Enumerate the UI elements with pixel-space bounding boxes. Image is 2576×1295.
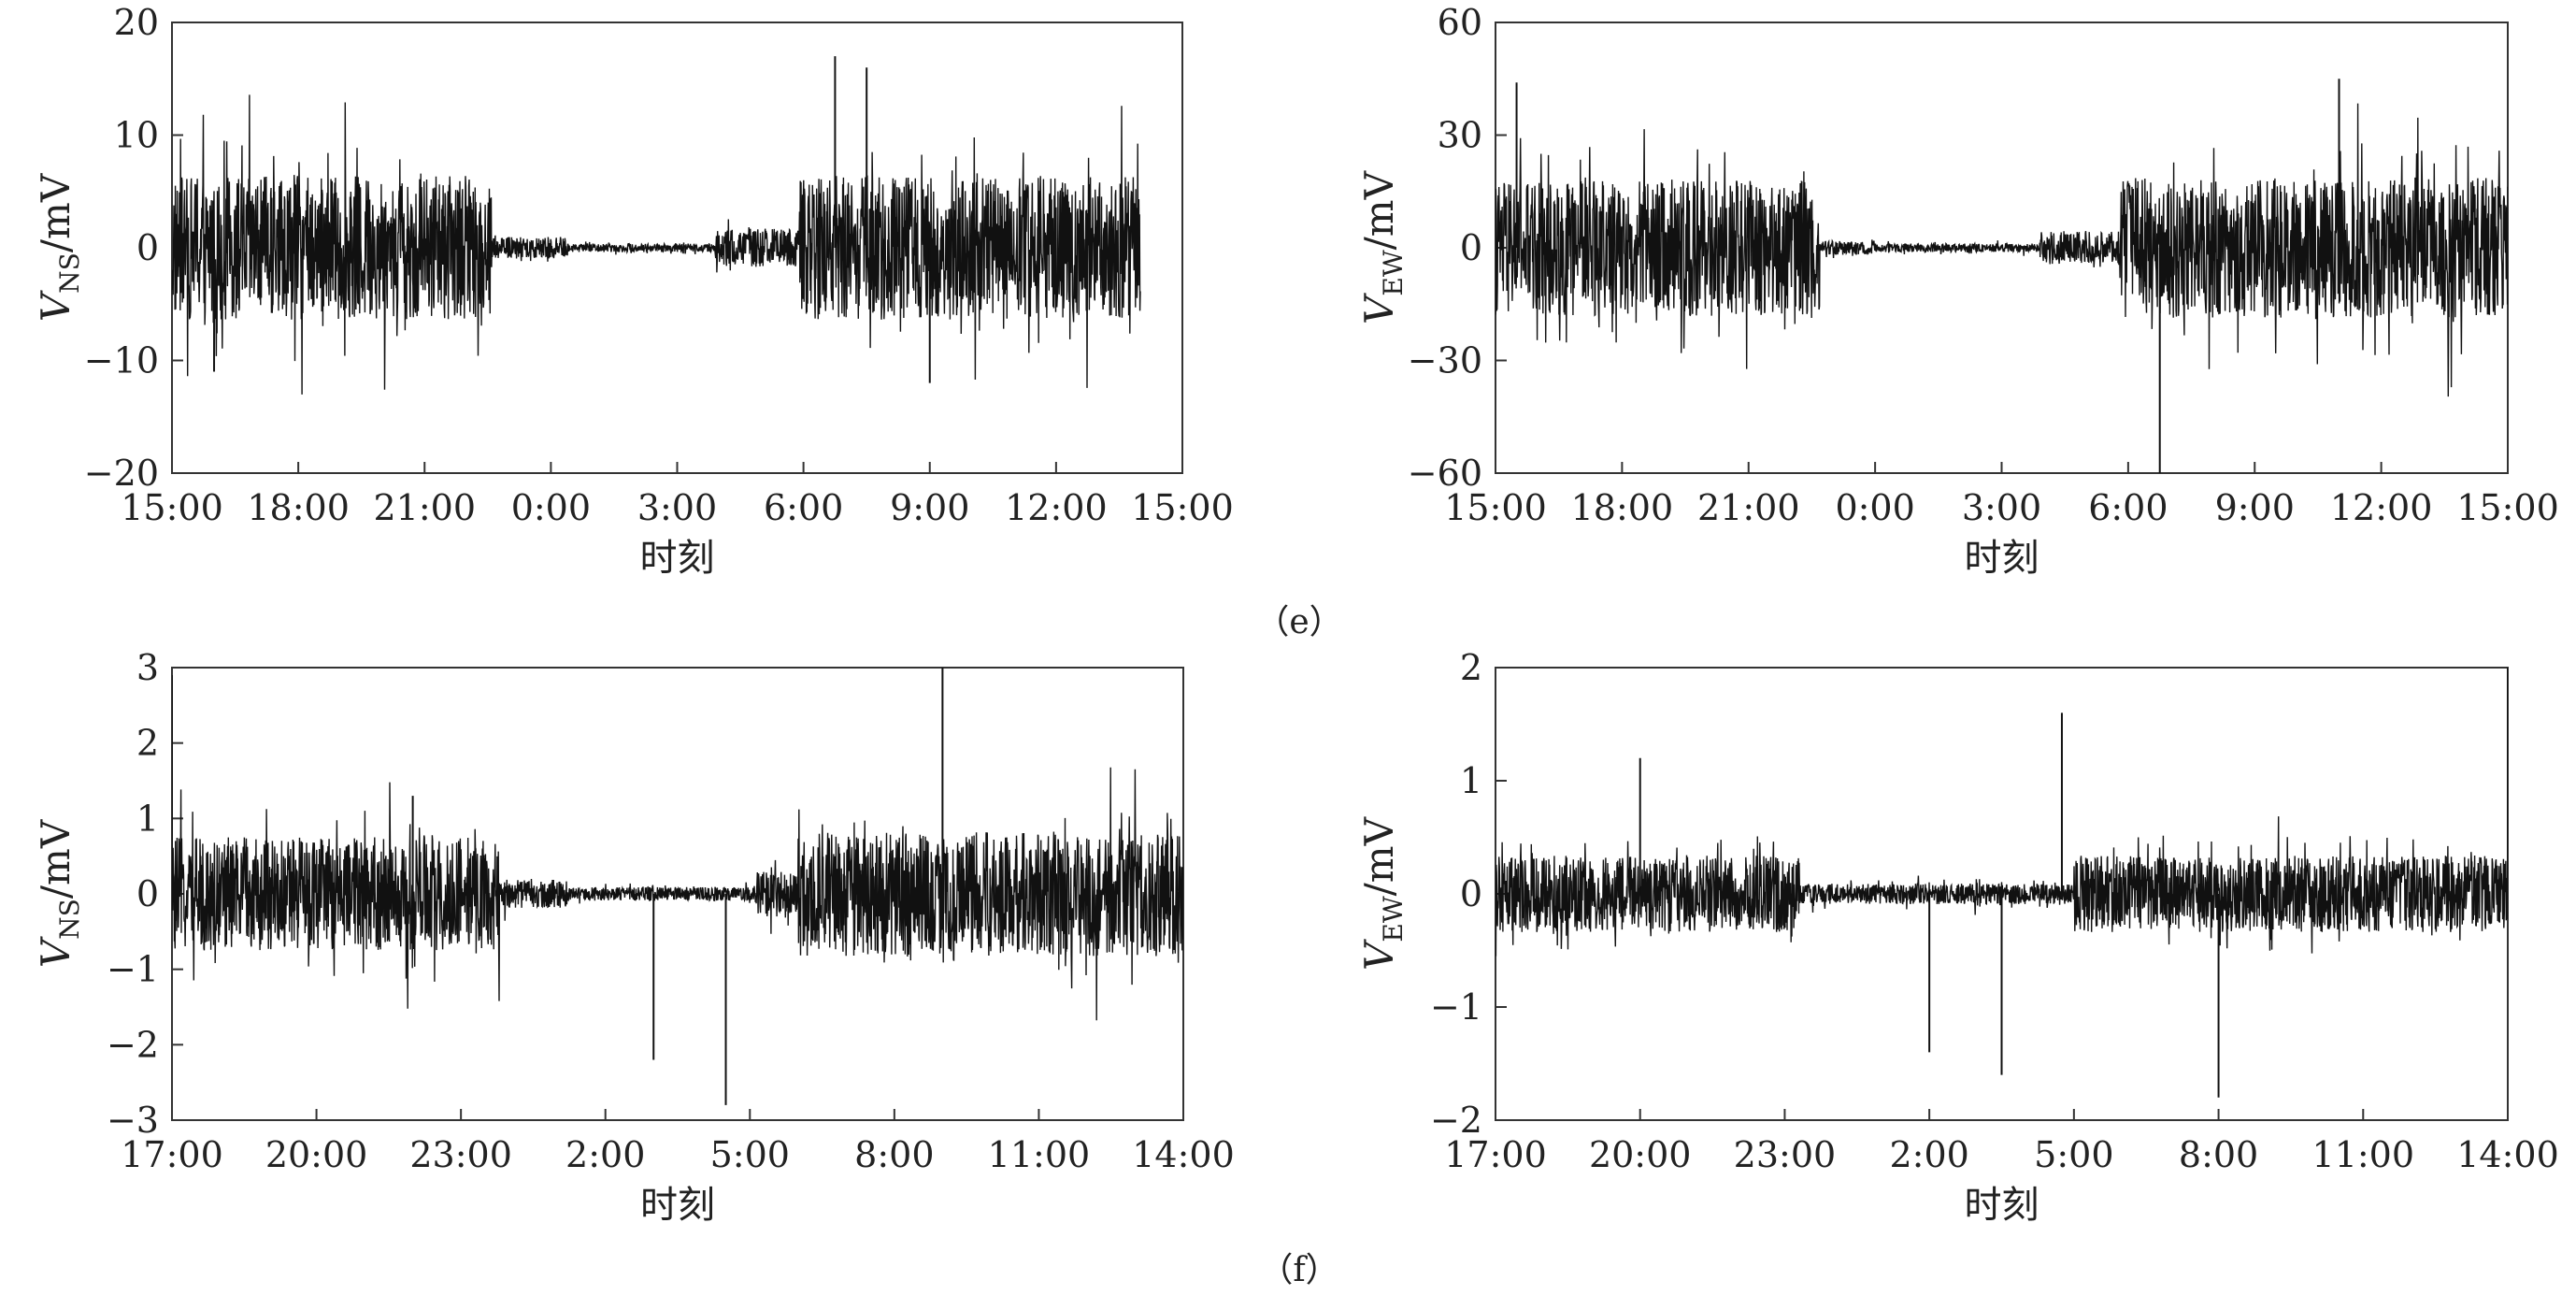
x-tick-label: 2:00 [1889,1134,1968,1175]
y-tick-label: −2 [1430,1100,1482,1141]
y-tick-label: 0 [136,227,159,268]
x-tick-label: 6:00 [764,487,843,528]
signal-trace [172,767,1183,1021]
chart-f-ew: 2 1 0 −1 −217:00 20:00 23:00 2:00 5:00 8:00 11:00 1… [1356,647,2559,1227]
x-tick-label: 20:00 [265,1134,368,1175]
signal-trace [1496,816,2508,957]
y-tick-label: 20 [114,2,159,43]
x-tick-label: 18:00 [1571,487,1674,528]
x-tick-label: 14:00 [2456,1134,2559,1175]
x-tick-label: 23:00 [409,1134,512,1175]
x-tick-label: 5:00 [2034,1134,2113,1175]
x-tick-label: 8:00 [2179,1134,2258,1175]
y-tick-label: −1 [107,949,159,990]
y-tick-label: 60 [1438,2,1482,43]
y-axis-label: VNS/mV [33,173,85,322]
y-axis-label: VEW/mV [1356,170,1409,324]
x-tick-label: 3:00 [637,487,717,528]
y-tick-label: −20 [84,453,159,494]
x-tick-label: 21:00 [1697,487,1800,528]
y-label-unit: /mV [33,819,79,899]
y-label-sub: NS [54,252,85,294]
x-tick-label: 8:00 [854,1134,934,1175]
y-label-sub: EW [1378,250,1409,295]
y-tick-label: −30 [1408,340,1482,381]
y-tick-label: 30 [1438,115,1482,156]
chart-f-ns: 3 2 1 0 −1 −2 −317:00 20:00 23:00 2:00 5:00 8:00 11:… [33,647,1235,1227]
x-tick-label: 9:00 [890,487,969,528]
x-tick-label: 15:00 [1444,487,1547,528]
y-label-unit: /mV [33,173,79,252]
y-label-var: V [1356,939,1402,971]
x-tick-label: 14:00 [1132,1134,1235,1175]
y-label-unit: /mV [1356,816,1402,896]
y-tick-label: −2 [107,1024,159,1065]
x-tick-label: 15:00 [1131,487,1234,528]
y-tick-label: −1 [1430,986,1482,1028]
x-tick-label: 2:00 [565,1134,645,1175]
x-axis-label: 时刻 [640,537,715,580]
x-tick-label: 23:00 [1734,1134,1837,1175]
x-axis-label: 时刻 [1965,1184,2039,1227]
x-tick-label: 0:00 [1835,487,1914,528]
x-tick-label: 17:00 [121,1134,223,1175]
y-label-sub: EW [1378,896,1409,942]
y-axis-label: VNS/mV [33,819,85,968]
y-label-var: V [1356,293,1402,324]
x-tick-label: 9:00 [2215,487,2295,528]
y-tick-label: 2 [136,723,159,764]
y-tick-label: −10 [84,340,159,381]
x-tick-label: 15:00 [121,487,223,528]
y-label-var: V [33,936,79,968]
x-tick-label: 0:00 [511,487,591,528]
x-tick-label: 15:00 [2456,487,2559,528]
x-tick-label: 6:00 [2088,487,2168,528]
y-tick-label: 2 [1460,647,1482,688]
x-tick-label: 5:00 [710,1134,790,1175]
signal-trace [1496,103,2508,397]
y-tick-label: −3 [107,1100,159,1141]
x-tick-label: 12:00 [2330,487,2433,528]
y-tick-label: 0 [136,873,159,914]
y-tick-label: 1 [1460,760,1482,801]
y-axis-label: VEW/mV [1356,816,1409,971]
y-tick-label: 1 [136,798,159,839]
y-label-unit: /mV [1356,170,1402,250]
x-tick-label: 12:00 [1005,487,1108,528]
y-tick-label: 10 [114,115,159,156]
x-axis-label: 时刻 [640,1184,715,1227]
y-tick-label: −60 [1408,453,1482,494]
x-tick-label: 17:00 [1444,1134,1547,1175]
y-label-var: V [33,290,79,322]
caption-e: （e） [1255,603,1342,641]
x-axis-label: 时刻 [1965,537,2039,580]
caption-f: （f） [1259,1251,1338,1289]
y-tick-label: 3 [136,647,159,688]
x-tick-label: 11:00 [2312,1134,2415,1175]
signal-trace [172,94,1141,395]
y-tick-label: 0 [1460,873,1482,914]
x-tick-label: 18:00 [247,487,350,528]
x-tick-label: 20:00 [1589,1134,1692,1175]
y-label-sub: NS [54,899,85,940]
x-tick-label: 21:00 [373,487,476,528]
x-tick-label: 3:00 [1962,487,2041,528]
x-tick-label: 11:00 [988,1134,1091,1175]
y-tick-label: 0 [1460,227,1482,268]
